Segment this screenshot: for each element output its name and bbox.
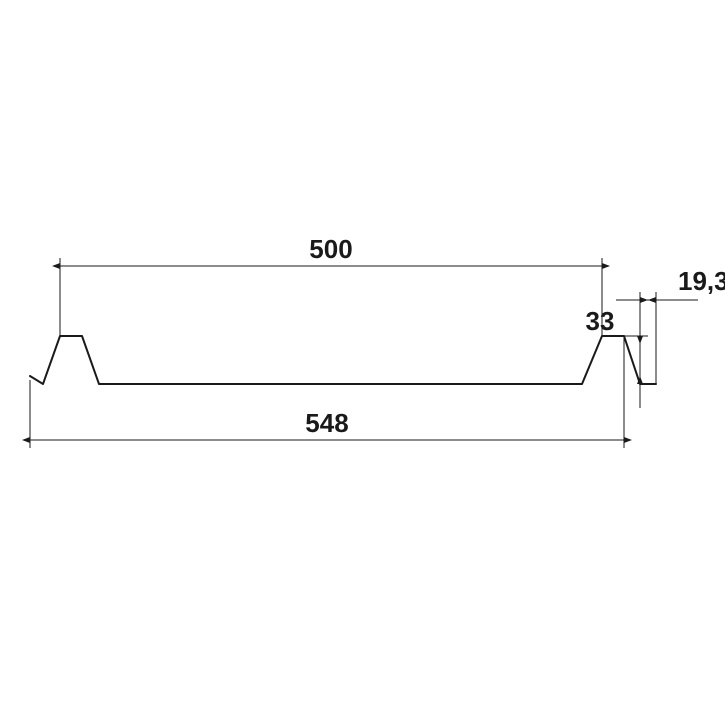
dim-top-width-value: 500 — [309, 234, 352, 264]
drawing-svg: 500 548 33 19,3 — [0, 0, 725, 725]
profile-shape — [30, 336, 656, 384]
dim-bottom-width-value: 548 — [305, 408, 348, 438]
dim-rib-top-value: 19,3 — [678, 266, 725, 296]
dim-height-value: 33 — [586, 306, 615, 336]
dimension-rib-top — [616, 292, 698, 384]
dimension-top-width — [60, 258, 602, 336]
dimension-height — [624, 308, 648, 408]
technical-drawing-canvas: 500 548 33 19,3 — [0, 0, 725, 725]
